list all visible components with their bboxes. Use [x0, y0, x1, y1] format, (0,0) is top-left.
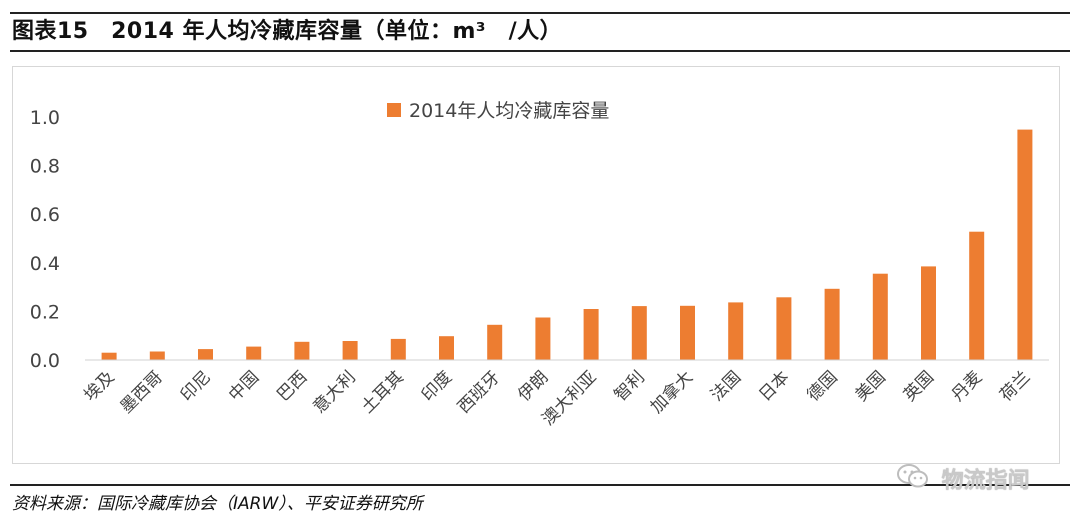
- bottom-rule: [10, 484, 1070, 486]
- x-tick-label: 丹麦: [948, 367, 986, 405]
- y-tick-label: 0.2: [30, 301, 60, 323]
- top-rule: [10, 12, 1070, 14]
- x-tick-label: 印度: [418, 367, 456, 405]
- wechat-icon: [896, 462, 930, 501]
- bar: [246, 346, 262, 360]
- x-tick-label: 伊朗: [514, 367, 552, 405]
- y-axis: 0.0 0.2 0.4 0.6 0.8 1.0: [30, 107, 60, 372]
- bar: [921, 266, 936, 360]
- bar: [824, 288, 840, 360]
- bar: [535, 317, 551, 360]
- x-axis: 埃及墨西哥 印尼 中国 巴西意大利土耳其 印度西班牙 伊朗澳大利亚 智利加拿大 法国 日本 德国美…: [80, 367, 1034, 430]
- x-tick-label: 巴西: [273, 367, 311, 405]
- y-tick-label: 0.6: [30, 204, 60, 226]
- bar: [439, 336, 454, 360]
- watermark-text: 物流指闻: [941, 468, 1030, 494]
- x-tick-label: 日本: [755, 367, 793, 405]
- bar-series: [101, 129, 1033, 360]
- bar-chart: 2014年人均冷藏库容量 0.0 0.2 0.4 0.6 0.8 1.0 埃及墨西哥 印尼中…: [30, 100, 1049, 430]
- bar: [776, 297, 792, 360]
- x-tick-label: 美国: [852, 367, 890, 405]
- legend-swatch: [387, 103, 401, 117]
- bar: [728, 302, 744, 360]
- title-rule: [10, 50, 1070, 52]
- x-tick-label: 意大利: [309, 367, 359, 417]
- x-tick-label: 德国: [803, 367, 841, 405]
- y-tick-label: 0.4: [30, 253, 60, 275]
- y-tick-label: 1.0: [30, 107, 60, 129]
- bar: [583, 309, 599, 360]
- bar: [631, 306, 647, 360]
- legend-label: 2014年人均冷藏库容量: [409, 100, 609, 122]
- x-tick-label: 加拿大: [646, 367, 697, 418]
- bar: [487, 324, 503, 360]
- bar: [198, 349, 213, 360]
- x-tick-label: 英国: [900, 367, 938, 405]
- chart-frame: 2014年人均冷藏库容量 0.0 0.2 0.4 0.6 0.8 1.0 埃及 墨西哥 印尼中…: [12, 66, 1060, 464]
- bar: [680, 305, 695, 360]
- x-tick-label: 土耳其: [358, 367, 408, 417]
- source-note: 资料来源：国际冷藏库协会（IARW）、平安证券研究所: [12, 494, 423, 514]
- y-tick-label: 0.0: [30, 350, 60, 372]
- watermark: 物流指闻: [896, 462, 1030, 496]
- x-tick-label: 埃及: [80, 367, 118, 405]
- x-tick-label: 荷兰: [996, 367, 1034, 405]
- bar: [872, 273, 888, 360]
- x-tick-label: 墨西哥: [117, 367, 167, 417]
- bar: [342, 341, 358, 360]
- x-tick-label: 中国: [225, 367, 263, 405]
- x-tick-label: 西班牙: [454, 367, 504, 417]
- x-tick-label: 印尼: [177, 367, 215, 405]
- chart-legend: 2014年人均冷藏库容量: [387, 100, 609, 122]
- bar: [101, 352, 117, 360]
- y-tick-label: 0.8: [30, 156, 60, 178]
- figure-title: 图表15 2014 年人均冷藏库容量（单位：m³ /人）: [12, 19, 563, 44]
- x-tick-label: 智利: [611, 367, 649, 405]
- bar: [969, 231, 985, 360]
- bar: [1017, 129, 1033, 360]
- bar: [149, 351, 165, 360]
- x-tick-label: 澳大利亚: [538, 367, 600, 429]
- bar: [390, 338, 406, 360]
- bar: [294, 341, 310, 360]
- x-tick-label: 法国: [707, 367, 745, 405]
